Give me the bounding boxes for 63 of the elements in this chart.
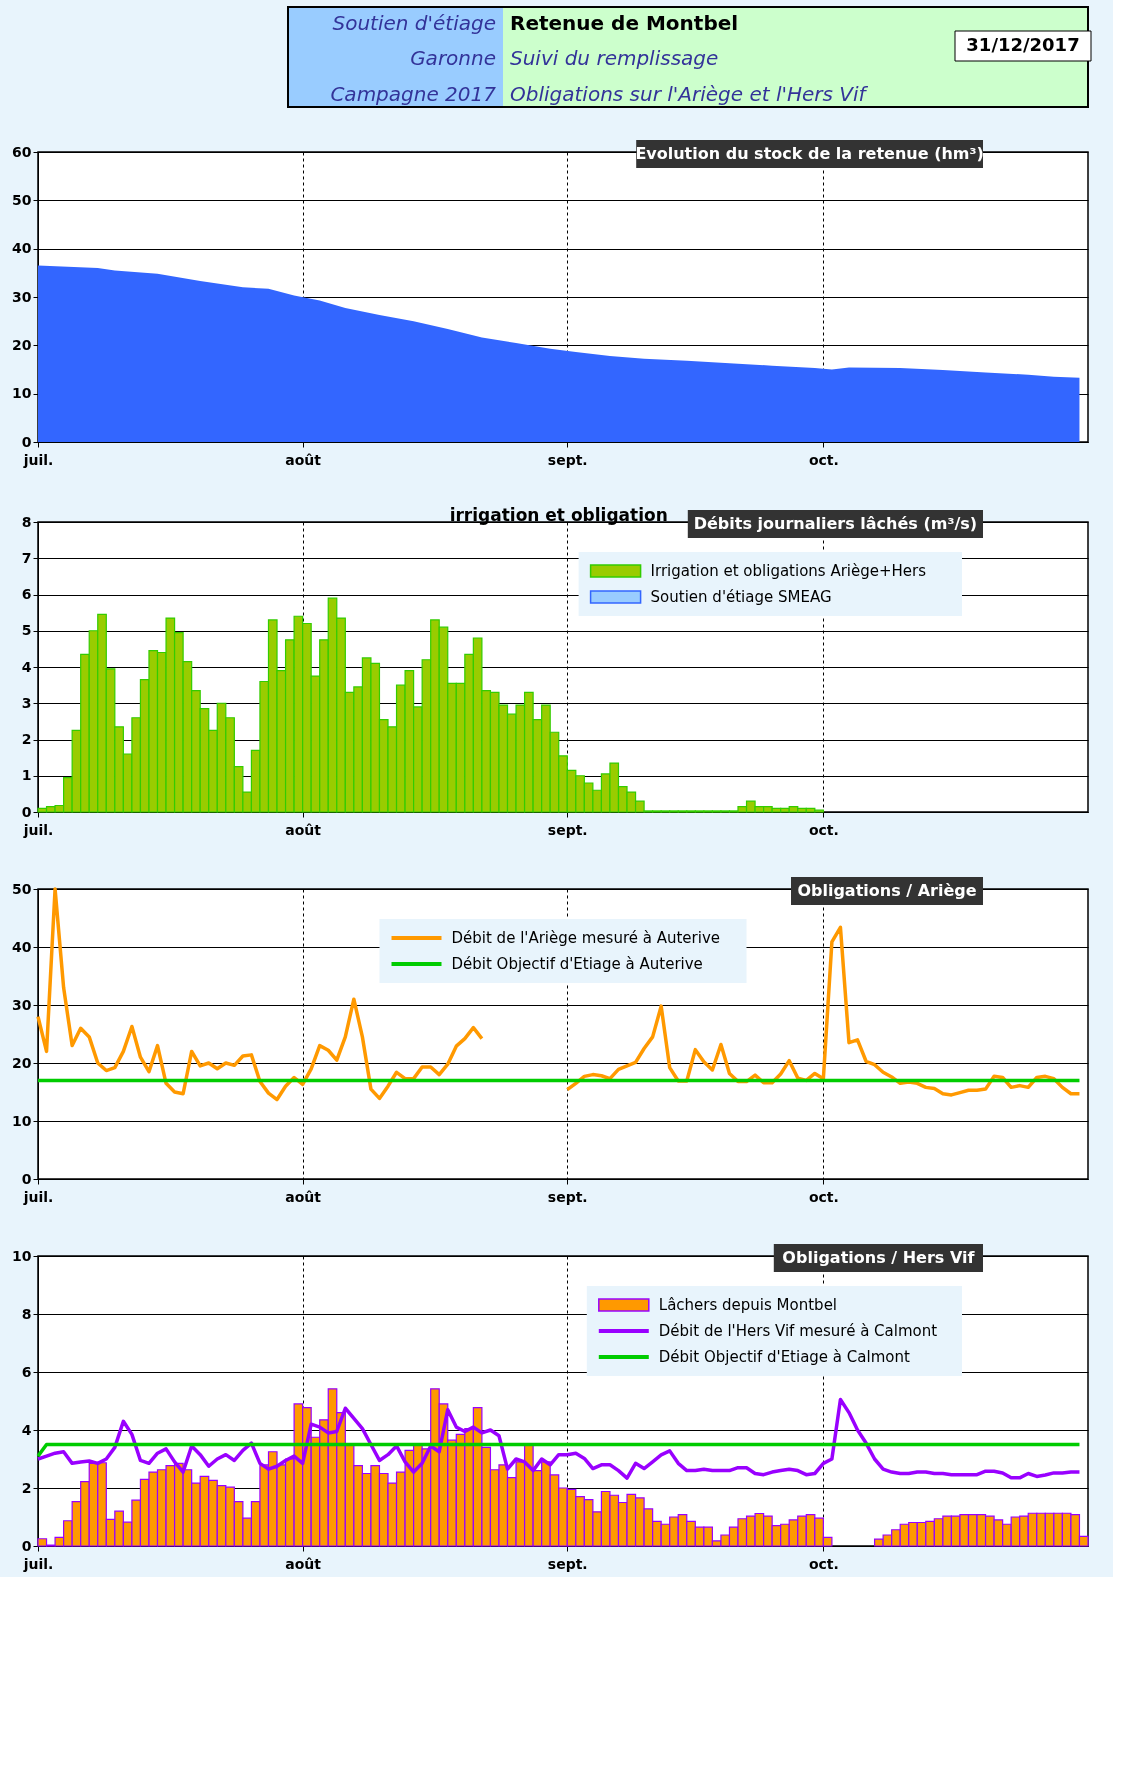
chart-title: Evolution du stock de la retenue (hm³) bbox=[635, 144, 984, 163]
y-tick-label: 30 bbox=[12, 996, 32, 1013]
x-tick-label: août bbox=[285, 1188, 322, 1205]
y-tick-label: 60 bbox=[12, 143, 32, 160]
y-tick-label: 20 bbox=[12, 1054, 32, 1071]
x-tick-label: juil. bbox=[22, 451, 54, 468]
legend-label: Soutien d'étiage SMEAG bbox=[650, 588, 832, 606]
y-tick-label: 7 bbox=[21, 549, 32, 566]
x-tick-label: sept. bbox=[547, 821, 588, 838]
x-tick-label: oct. bbox=[808, 1555, 839, 1572]
text: Campagne 2017 bbox=[330, 82, 497, 106]
x-tick-label: août bbox=[285, 821, 322, 838]
y-tick-label: 5 bbox=[21, 622, 32, 639]
y-tick-label: 10 bbox=[12, 385, 32, 402]
x-tick-label: juil. bbox=[22, 1555, 54, 1572]
y-tick-label: 40 bbox=[12, 938, 32, 955]
y-tick-label: 3 bbox=[21, 694, 32, 711]
legend-label: Débit Objectif d'Etiage à Auterive bbox=[451, 955, 703, 973]
legend-label: Débit de l'Ariège mesuré à Auterive bbox=[451, 929, 721, 947]
annotation: irrigation et obligation bbox=[449, 505, 668, 525]
x-tick-label: oct. bbox=[808, 1188, 839, 1205]
text: Suivi du remplissage bbox=[510, 46, 719, 70]
y-tick-label: 0 bbox=[21, 1170, 32, 1187]
y-tick-label: 0 bbox=[21, 433, 32, 450]
x-tick-label: juil. bbox=[22, 821, 54, 838]
chart-title: Débits journaliers lâchés (m³/s) bbox=[693, 514, 978, 533]
legend-label: Débit Objectif d'Etiage à Calmont bbox=[658, 1348, 910, 1366]
y-tick-label: 2 bbox=[21, 1479, 32, 1496]
y-tick-label: 8 bbox=[21, 1305, 32, 1322]
x-tick-label: sept. bbox=[547, 1188, 588, 1205]
y-tick-label: 10 bbox=[12, 1112, 32, 1129]
y-tick-label: 0 bbox=[21, 803, 32, 820]
chart-title: Obligations / Hers Vif bbox=[782, 1248, 976, 1267]
legend-label: Lâchers depuis Montbel bbox=[658, 1296, 838, 1314]
y-tick-label: 6 bbox=[21, 586, 32, 602]
y-tick-label: 1 bbox=[21, 767, 32, 784]
text: Retenue de Montbel bbox=[510, 11, 739, 35]
y-tick-label: 4 bbox=[21, 1421, 32, 1438]
y-tick-label: 30 bbox=[12, 288, 32, 305]
y-tick-label: 20 bbox=[12, 336, 32, 353]
y-tick-label: 6 bbox=[21, 1363, 32, 1380]
x-tick-label: oct. bbox=[808, 821, 839, 838]
legend-label: Débit de l'Hers Vif mesuré à Calmont bbox=[658, 1322, 938, 1340]
y-tick-label: 50 bbox=[12, 880, 32, 897]
text: Garonne bbox=[410, 46, 496, 70]
y-tick-label: 50 bbox=[12, 191, 32, 208]
text: 31/12/2017 bbox=[966, 34, 1080, 55]
y-tick-label: 8 bbox=[21, 513, 32, 530]
x-tick-label: sept. bbox=[547, 1555, 588, 1572]
chart-title: Obligations / Ariège bbox=[797, 881, 977, 900]
y-tick-label: 40 bbox=[12, 240, 32, 257]
x-tick-label: sept. bbox=[547, 451, 588, 468]
x-tick-label: juil. bbox=[22, 1188, 54, 1205]
x-tick-label: oct. bbox=[808, 451, 839, 468]
x-tick-label: août bbox=[285, 1555, 322, 1572]
y-tick-label: 0 bbox=[21, 1537, 32, 1554]
y-tick-label: 10 bbox=[12, 1247, 32, 1264]
text: Soutien d'étiage bbox=[332, 11, 496, 35]
y-tick-label: 2 bbox=[21, 731, 32, 747]
x-tick-label: août bbox=[285, 451, 322, 468]
text: Obligations sur l'Ariège et l'Hers Vif bbox=[510, 82, 869, 106]
legend-label: Irrigation et obligations Ariège+Hers bbox=[650, 562, 927, 580]
y-tick-label: 4 bbox=[21, 658, 32, 675]
